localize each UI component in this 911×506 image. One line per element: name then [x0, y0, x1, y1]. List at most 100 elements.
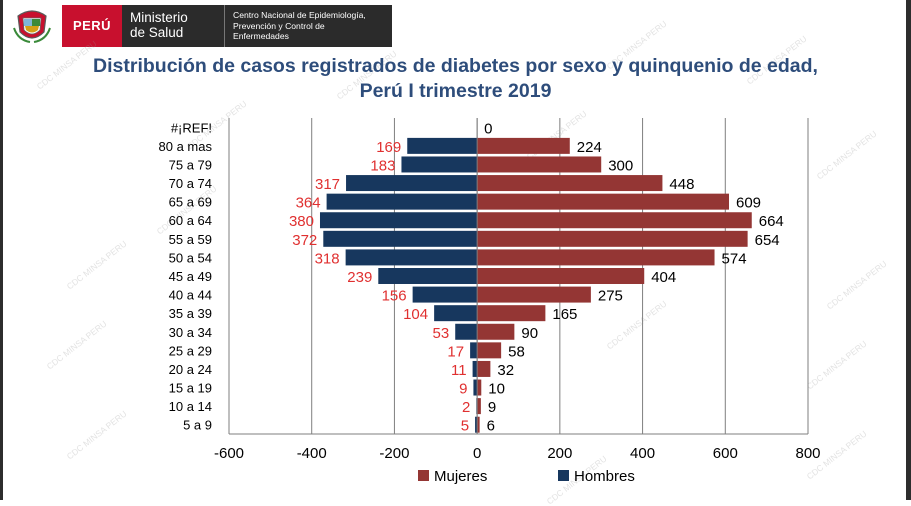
- data-label-hombres: 17: [447, 343, 464, 360]
- centro-line-2: Prevención y Control de: [233, 20, 325, 31]
- chart-title: Distribución de casos registrados de dia…: [0, 54, 911, 104]
- category-label: #¡REF!: [171, 120, 212, 135]
- left-frame-border: [0, 0, 3, 500]
- data-label-hombres: 2: [462, 399, 470, 416]
- coat-of-arms-icon: [13, 10, 51, 43]
- bar-mujeres: [477, 193, 730, 210]
- bar-hombres: [345, 249, 478, 266]
- data-label-mujeres: 275: [598, 288, 623, 305]
- ministerio-line-2: de Salud: [130, 25, 184, 40]
- bar-mujeres: [477, 156, 602, 173]
- category-label: 60 a 64: [169, 213, 212, 228]
- bar-hombres: [378, 268, 478, 284]
- bar-mujeres: [477, 398, 481, 415]
- bar-hombres: [470, 342, 478, 359]
- bar-mujeres: [477, 286, 591, 303]
- bar-mujeres: [477, 212, 752, 229]
- data-label-hombres: 104: [403, 306, 428, 323]
- bar-mujeres: [477, 305, 546, 322]
- peru-brand-box: PERÚ: [62, 5, 122, 47]
- bar-hombres: [455, 323, 478, 340]
- data-label-hombres: 239: [347, 269, 372, 286]
- data-label-hombres: 5: [461, 418, 469, 435]
- header-banner: PERÚ Ministerio de Salud Centro Nacional…: [10, 4, 392, 48]
- ministerio-brand-box: Ministerio de Salud: [122, 5, 224, 47]
- category-label: 30 a 34: [169, 325, 212, 340]
- category-label: 55 a 59: [169, 232, 212, 247]
- data-label-hombres: 372: [292, 232, 317, 249]
- data-label-mujeres: 654: [755, 232, 780, 249]
- data-label-hombres: 183: [370, 157, 395, 174]
- centro-line-3: Enfermedades: [233, 31, 289, 41]
- bar-hombres: [473, 379, 478, 396]
- data-label-hombres: 11: [451, 362, 467, 379]
- data-label-mujeres: 32: [497, 362, 514, 379]
- x-tick-label: 400: [630, 445, 655, 462]
- data-label-hombres: 9: [459, 381, 467, 398]
- bar-hombres: [412, 286, 478, 303]
- bar-hombres: [401, 156, 478, 173]
- bar-hombres: [323, 230, 478, 247]
- category-label: 50 a 54: [169, 250, 212, 265]
- data-label-hombres: 317: [315, 176, 340, 193]
- centro-line-1: Centro Nacional de Epidemiología,: [233, 10, 366, 20]
- x-tick-label: -200: [379, 445, 409, 462]
- data-label-hombres: 364: [296, 195, 321, 212]
- data-label-mujeres: 300: [608, 157, 633, 174]
- x-tick-label: 800: [795, 445, 820, 462]
- right-frame-border: [906, 0, 911, 500]
- bar-hombres: [319, 212, 478, 229]
- bar-mujeres: [477, 230, 748, 247]
- legend-label-hombres: Hombres: [574, 468, 635, 485]
- bar-mujeres: [477, 175, 663, 192]
- data-label-mujeres: 0: [484, 120, 492, 137]
- peru-label: PERÚ: [72, 18, 112, 33]
- data-label-hombres: 380: [289, 213, 314, 230]
- data-label-mujeres: 448: [669, 176, 694, 193]
- chart-title-line-2: Perú I trimestre 2019: [359, 80, 552, 102]
- chart-title-line-1: Distribución de casos registrados de dia…: [93, 55, 818, 77]
- data-label-mujeres: 574: [722, 250, 747, 267]
- bar-hombres: [472, 360, 478, 377]
- category-label: 75 a 79: [169, 157, 212, 172]
- bar-hombres: [475, 416, 478, 433]
- legend-label-mujeres: Mujeres: [434, 468, 487, 485]
- category-label: 10 a 14: [169, 399, 212, 414]
- x-tick-label: 600: [713, 445, 738, 462]
- data-label-mujeres: 664: [759, 213, 784, 230]
- data-label-hombres: 318: [315, 250, 340, 267]
- data-label-hombres: 156: [382, 288, 407, 305]
- data-label-hombres: 53: [433, 325, 450, 342]
- category-label: 80 a mas: [159, 139, 213, 154]
- bar-mujeres: [477, 360, 491, 377]
- bar-hombres: [326, 193, 478, 210]
- category-label: 20 a 24: [169, 362, 212, 377]
- category-label: 40 a 44: [169, 288, 212, 303]
- data-label-hombres: 169: [376, 139, 401, 156]
- bar-mujeres: [477, 268, 645, 284]
- legend-swatch-hombres: [558, 470, 569, 481]
- bar-hombres: [407, 137, 478, 154]
- category-label: 5 a 9: [183, 418, 212, 433]
- data-label-mujeres: 165: [552, 306, 577, 323]
- category-label: 25 a 29: [169, 343, 212, 358]
- data-label-mujeres: 224: [577, 139, 602, 156]
- category-label: 45 a 49: [169, 269, 212, 284]
- bar-hombres: [434, 305, 478, 322]
- data-label-mujeres: 90: [521, 325, 538, 342]
- ministerio-line-1: Ministerio: [130, 10, 188, 25]
- data-label-mujeres: 58: [508, 343, 525, 360]
- data-label-mujeres: 609: [736, 195, 761, 212]
- data-label-mujeres: 9: [488, 399, 496, 416]
- category-label: 70 a 74: [169, 176, 212, 191]
- category-label: 35 a 39: [169, 306, 212, 321]
- bar-mujeres: [477, 323, 515, 340]
- data-label-mujeres: 10: [488, 381, 505, 398]
- bar-mujeres: [477, 342, 502, 359]
- bar-mujeres: [477, 416, 480, 433]
- data-label-mujeres: 6: [487, 418, 495, 435]
- bar-mujeres: [477, 249, 715, 266]
- x-tick-label: -600: [214, 445, 244, 462]
- bar-mujeres: [477, 379, 482, 396]
- legend-swatch-mujeres: [418, 470, 429, 481]
